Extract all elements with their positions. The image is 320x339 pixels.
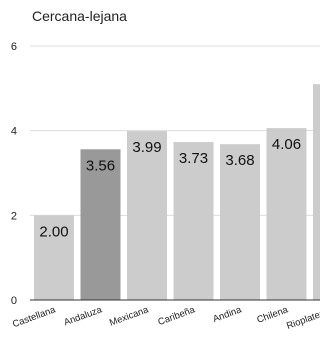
x-tick-label: Castellana (11, 304, 58, 330)
y-tick-label: 2 (11, 210, 17, 222)
data-label: 3.56 (86, 157, 115, 174)
x-tick-label: Mexicana (108, 304, 151, 328)
bar-caribeña (173, 142, 214, 300)
data-label: 3.68 (225, 152, 254, 169)
y-tick-label: 4 (11, 126, 17, 138)
bar-castellana (34, 215, 74, 300)
x-tick-label: Andina (211, 304, 243, 325)
chart-title: Cercana-lejana (32, 8, 127, 24)
data-label: 3.73 (179, 150, 208, 167)
x-tick-label: Caribeña (157, 304, 198, 328)
bar-andaluza (80, 149, 121, 300)
bar-chilena (266, 128, 307, 300)
bar-andina (220, 144, 260, 300)
data-label: 2.00 (39, 223, 68, 240)
bar-mexicana (127, 131, 167, 300)
data-label: 4.06 (272, 136, 301, 153)
bar-rioplatense (313, 84, 320, 300)
x-tick-label: Andaluza (63, 304, 105, 328)
y-tick-label: 6 (11, 41, 17, 53)
data-label: 3.99 (132, 139, 161, 156)
x-tick-label: Rioplatense (285, 304, 320, 331)
y-tick-label: 0 (11, 295, 17, 307)
bars (34, 84, 320, 300)
